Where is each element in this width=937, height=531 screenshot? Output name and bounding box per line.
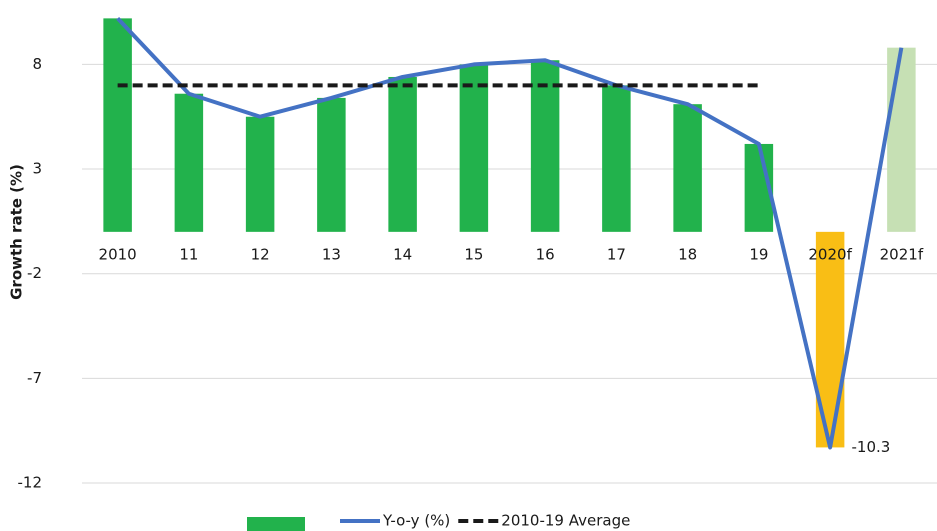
legend-label: 2010-19 Average <box>501 512 630 530</box>
x-tick-label: 2020f <box>808 245 852 263</box>
x-tick-label: 2021f <box>880 245 924 263</box>
bar <box>388 76 417 232</box>
x-tick-label: 12 <box>251 245 270 263</box>
data-label: -10.3 <box>852 438 891 456</box>
x-tick-label: 15 <box>464 245 483 263</box>
y-tick-label: 3 <box>32 160 42 178</box>
bar <box>459 64 489 232</box>
x-tick-label: 2010 <box>99 245 137 263</box>
y-tick-label: -7 <box>27 369 42 387</box>
x-tick-label: 17 <box>607 245 626 263</box>
x-tick-label: 19 <box>749 245 768 263</box>
legend-label: Y-o-y (%) <box>382 512 450 530</box>
y-axis-title: Growth rate (%) <box>8 164 26 300</box>
x-tick-label: 11 <box>179 245 198 263</box>
y-tick-label: -2 <box>27 264 42 282</box>
bar <box>317 97 346 232</box>
y-tick-label: -12 <box>18 474 43 492</box>
bar <box>815 231 845 448</box>
x-tick-label: 18 <box>678 245 697 263</box>
x-tick-label: 13 <box>322 245 341 263</box>
bar <box>245 116 275 232</box>
bar <box>174 93 204 232</box>
bar <box>103 18 132 232</box>
bar <box>673 104 702 232</box>
legend-swatch <box>247 517 305 531</box>
y-tick-label: 8 <box>32 55 42 73</box>
bar <box>887 47 916 232</box>
bar <box>530 60 560 232</box>
x-tick-label: 16 <box>536 245 555 263</box>
trend-line <box>116 16 904 450</box>
bar <box>602 85 631 232</box>
x-tick-label: 14 <box>393 245 412 263</box>
